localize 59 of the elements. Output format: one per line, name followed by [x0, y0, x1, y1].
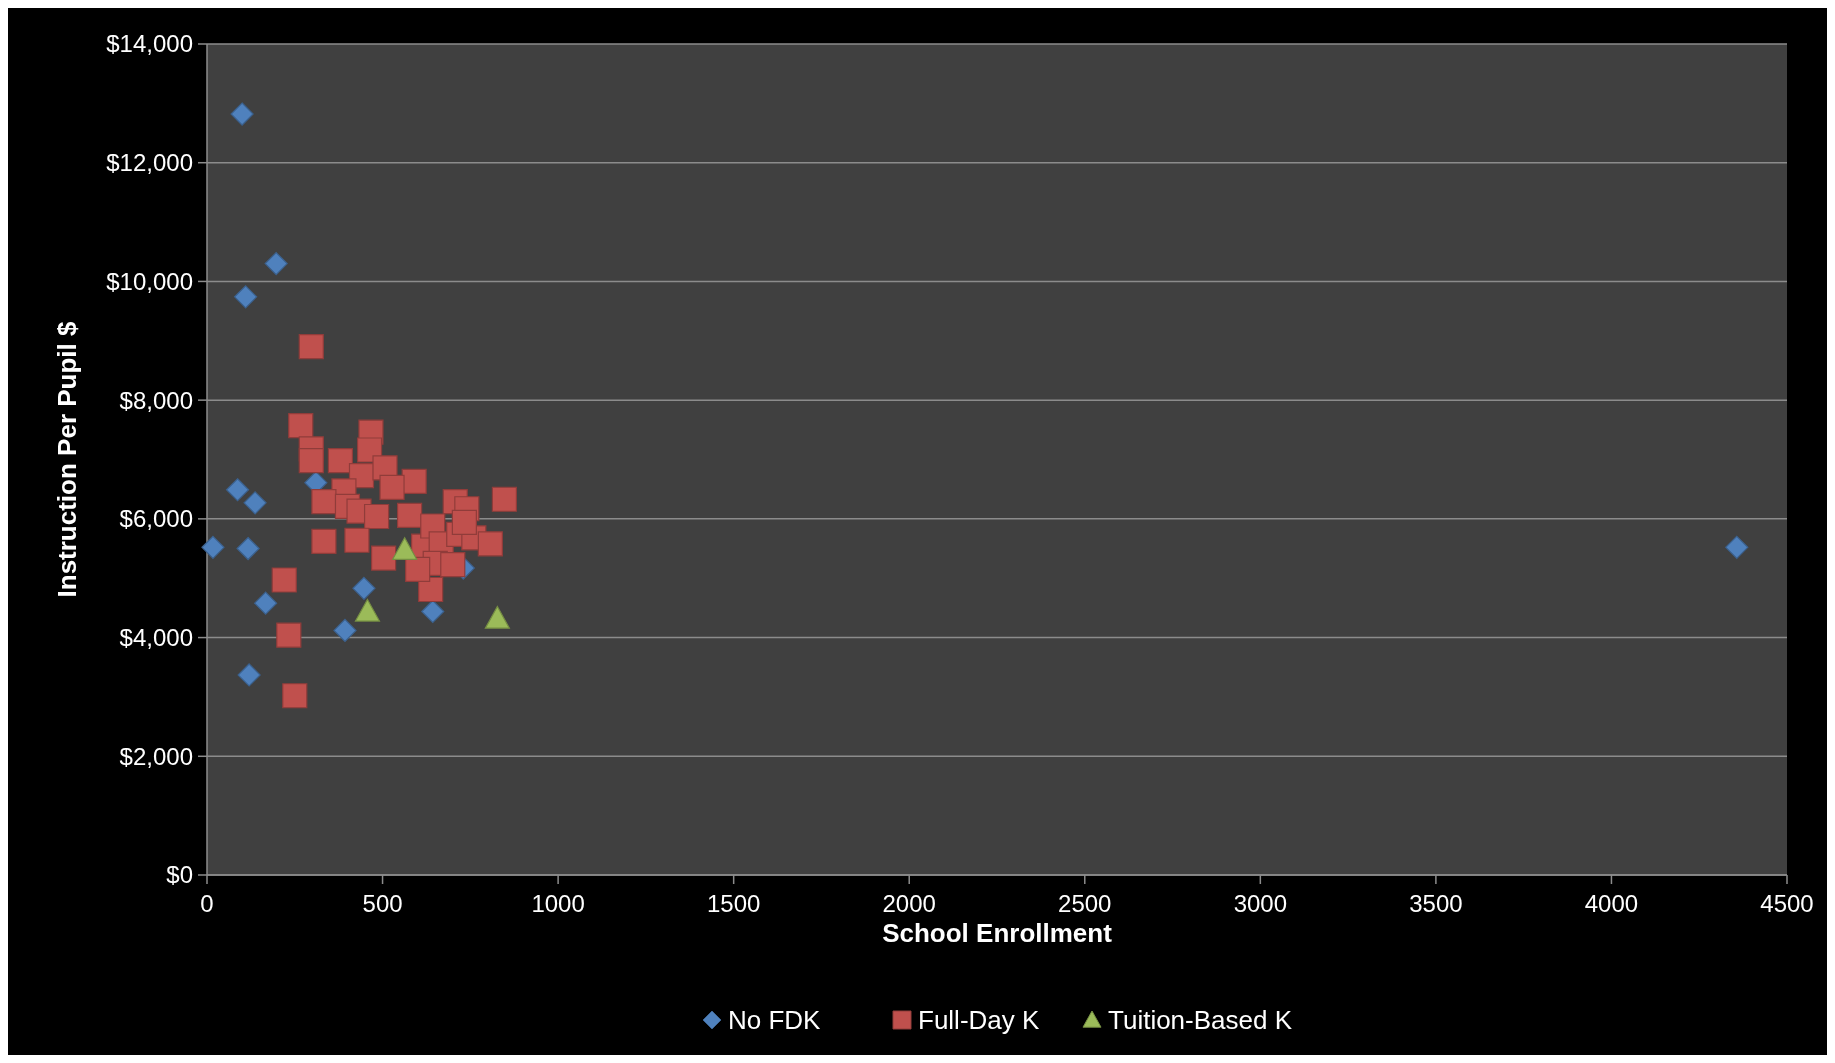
point [298, 448, 324, 474]
legend-label: No FDK [728, 1005, 822, 1036]
point [282, 683, 308, 709]
x-tick-label: 1500 [706, 890, 761, 917]
y-tick-label: $0 [166, 861, 193, 889]
point [379, 474, 405, 500]
y-tick-label: $4,000 [119, 623, 193, 651]
legend-label: Tuition-Based K [1108, 1005, 1293, 1036]
y-tick-label: $14,000 [106, 30, 193, 58]
point [264, 252, 288, 276]
x-tick-label: 4000 [1584, 890, 1639, 917]
x-axis-title: School Enrollment [882, 918, 1113, 948]
point [352, 576, 376, 600]
point [201, 535, 225, 559]
point [225, 478, 250, 502]
point [451, 509, 477, 536]
point [276, 622, 302, 648]
x-tick-label: 1000 [531, 890, 585, 917]
y-tick-label: $6,000 [119, 505, 193, 533]
point [405, 556, 431, 582]
x-tick-label: 2500 [1058, 890, 1112, 917]
point [271, 567, 297, 593]
x-tick-label: 2000 [882, 890, 936, 917]
point [344, 527, 370, 553]
point [311, 489, 337, 515]
point [236, 536, 260, 561]
point [371, 545, 397, 571]
x-tick-label: 4500 [1760, 890, 1814, 917]
point [311, 528, 337, 555]
point [440, 551, 466, 578]
point [484, 605, 510, 629]
point [1725, 535, 1749, 559]
point [401, 468, 427, 495]
point [254, 591, 278, 615]
point [234, 285, 258, 309]
point [333, 618, 357, 643]
y-axis-title: Instruction Per Pupil $ [52, 321, 82, 598]
point [477, 531, 503, 557]
point [327, 448, 354, 474]
point [421, 599, 445, 624]
y-tick-label: $12,000 [106, 149, 193, 177]
point [392, 537, 418, 560]
x-tick-label: 500 [362, 890, 403, 917]
x-tick-label: 0 [200, 890, 214, 917]
point [243, 491, 267, 515]
point [288, 413, 314, 439]
y-tick-label: $10,000 [106, 267, 193, 295]
x-tick-label: 3500 [1409, 890, 1463, 917]
x-tick-label: 3000 [1233, 890, 1288, 917]
point [230, 102, 254, 126]
point [491, 486, 517, 512]
y-tick-label: $8,000 [119, 386, 193, 414]
point [363, 503, 390, 530]
point [237, 663, 261, 687]
point [396, 502, 423, 528]
point [354, 598, 381, 622]
y-tick-label: $2,000 [119, 742, 193, 770]
legend-label: Full-Day K [918, 1005, 1041, 1036]
point [298, 334, 324, 360]
